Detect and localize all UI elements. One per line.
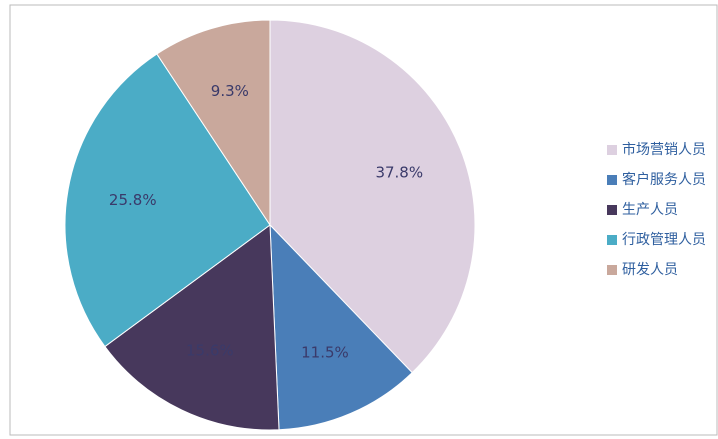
pie-slice (104, 224, 280, 431)
data-label: 9.3% (211, 82, 249, 100)
legend-label: 市场营销人员 (622, 141, 706, 158)
legend-swatch (607, 235, 617, 245)
data-label: 37.8% (375, 163, 423, 181)
legend-label: 研发人员 (622, 262, 678, 278)
data-label: 11.5% (301, 344, 349, 362)
pie-slice (269, 223, 413, 431)
legend-label: 生产人员 (622, 202, 678, 218)
legend-label: 客户服务人员 (622, 171, 706, 188)
data-label: 25.8% (109, 191, 157, 209)
pie-slice (269, 19, 476, 374)
legend-swatch (607, 145, 617, 155)
legend-swatch (607, 175, 617, 185)
legend-label: 行政管理人员 (622, 232, 706, 248)
pie-slice (156, 19, 271, 227)
data-label: 15.6% (186, 341, 234, 359)
legend-swatch (607, 265, 617, 275)
chart-frame (9, 4, 718, 436)
pie-slice (64, 53, 271, 348)
legend-swatch (607, 205, 617, 215)
